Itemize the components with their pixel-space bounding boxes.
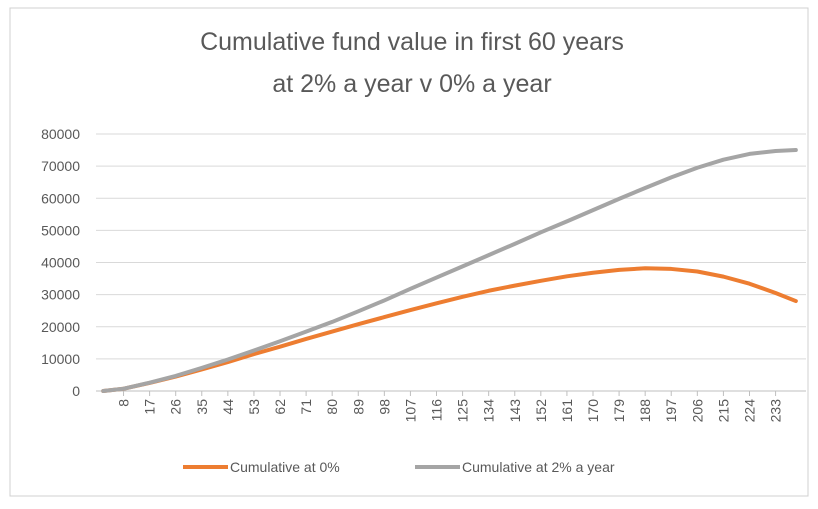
- x-tick-label: 98: [376, 399, 392, 415]
- x-tick-label: 179: [611, 399, 627, 423]
- chart-title: Cumulative fund value in first 60 years: [200, 28, 624, 56]
- x-tick-label: 125: [455, 399, 471, 423]
- x-tick-label: 197: [663, 399, 679, 423]
- legend-label: Cumulative at 2% a year: [462, 459, 615, 475]
- y-tick-label: 40000: [41, 255, 80, 271]
- x-tick-label: 143: [507, 399, 523, 423]
- x-tick-label: 161: [559, 399, 575, 423]
- y-tick-label: 30000: [41, 287, 80, 303]
- y-tick-label: 20000: [41, 319, 80, 335]
- y-tick-label: 80000: [41, 126, 80, 142]
- x-tick-label: 62: [272, 399, 288, 415]
- x-tick-label: 53: [246, 399, 262, 415]
- x-tick-label: 152: [533, 399, 549, 423]
- x-tick-label: 35: [194, 399, 210, 415]
- x-tick-label: 17: [142, 399, 158, 415]
- x-tick-label: 44: [220, 399, 236, 415]
- y-tick-label: 0: [72, 383, 80, 399]
- x-tick-label: 170: [585, 399, 601, 423]
- chart-title: at 2% a year v 0% a year: [272, 70, 551, 98]
- x-tick-label: 107: [402, 399, 418, 423]
- x-tick-label: 71: [298, 399, 314, 415]
- legend-label: Cumulative at 0%: [230, 459, 340, 475]
- x-tick-label: 215: [715, 399, 731, 423]
- x-tick-label: 233: [768, 399, 784, 423]
- x-tick-label: 188: [637, 399, 653, 423]
- x-tick-label: 206: [689, 399, 705, 423]
- x-tick-label: 26: [168, 399, 184, 415]
- y-tick-label: 60000: [41, 190, 80, 206]
- x-tick-label: 8: [116, 399, 132, 407]
- y-tick-label: 10000: [41, 351, 80, 367]
- x-tick-label: 134: [481, 399, 497, 423]
- x-tick-label: 116: [429, 399, 445, 422]
- chart-area: [9, 7, 809, 497]
- y-tick-label: 70000: [41, 158, 80, 174]
- x-tick-label: 89: [350, 399, 366, 415]
- y-tick-label: 50000: [41, 222, 80, 238]
- x-tick-label: 224: [741, 399, 757, 423]
- x-tick-label: 80: [324, 399, 340, 415]
- series-line: [101, 148, 798, 393]
